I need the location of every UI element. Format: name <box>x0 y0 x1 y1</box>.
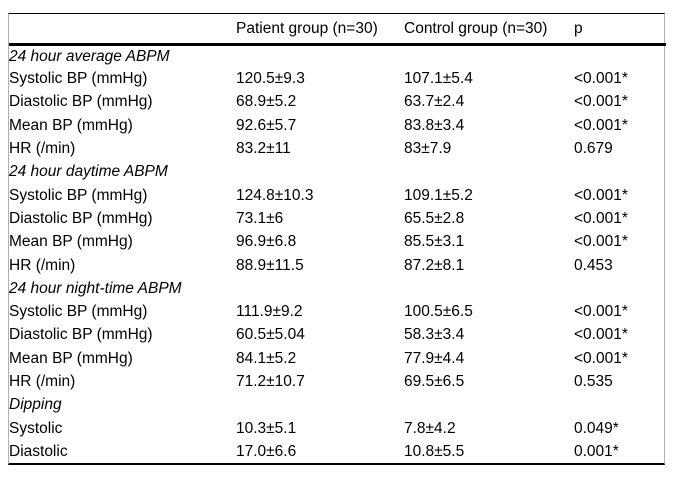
table-head: Patient group (n=30) Control group (n=30… <box>9 14 666 44</box>
data-row: HR (/min) 83.2±11 83±7.9 0.679 <box>9 137 666 160</box>
data-row: Diastolic 17.0±6.6 10.8±5.5 0.001* <box>9 440 666 463</box>
data-row: HR (/min) 88.9±11.5 87.2±8.1 0.453 <box>9 254 666 277</box>
header-row: Patient group (n=30) Control group (n=30… <box>9 14 666 44</box>
control-value-cell: 83±7.9 <box>404 140 452 158</box>
row-label: HR (/min) <box>9 256 76 274</box>
section-header-row: 24 hour average ABPM <box>9 44 666 67</box>
control-value-cell: 85.5±3.1 <box>404 233 465 251</box>
control-value-cell: 58.3±3.4 <box>404 326 465 344</box>
patient-value-cell: 92.6±5.7 <box>236 116 297 134</box>
p-value-cell: <0.001* <box>574 116 628 134</box>
row-label: Diastolic BP (mmHg) <box>9 93 153 111</box>
abpm-comparison-table: Patient group (n=30) Control group (n=30… <box>9 14 666 463</box>
control-value-cell: 107.1±5.4 <box>404 70 473 88</box>
row-label: HR (/min) <box>9 373 76 391</box>
data-row: Diastolic BP (mmHg) 73.1±6 65.5±2.8 <0.001* <box>9 207 666 230</box>
p-value-cell: <0.001* <box>574 233 628 251</box>
section-title: 24 hour average ABPM <box>9 47 170 65</box>
section-header-row: 24 hour night-time ABPM <box>9 277 666 300</box>
p-value-cell: 0.679 <box>574 140 613 158</box>
p-value-cell: <0.001* <box>574 70 628 88</box>
data-row: Mean BP (mmHg) 84.1±5.2 77.9±4.4 <0.001* <box>9 347 666 370</box>
row-label: Diastolic BP (mmHg) <box>9 326 153 344</box>
data-row: Mean BP (mmHg) 92.6±5.7 83.8±3.4 <0.001* <box>9 114 666 137</box>
section-title: 24 hour daytime ABPM <box>9 163 168 181</box>
p-value-cell: 0.049* <box>574 419 619 437</box>
patient-value-cell: 124.8±10.3 <box>236 186 314 204</box>
p-value-cell: <0.001* <box>574 326 628 344</box>
data-row: Diastolic BP (mmHg) 68.9±5.2 63.7±2.4 <0.00… <box>9 91 666 114</box>
patient-value-cell: 73.1±6 <box>236 209 284 227</box>
row-label: Diastolic <box>9 442 68 460</box>
section-header-row: 24 hour daytime ABPM <box>9 160 666 183</box>
data-row: Mean BP (mmHg) 96.9±6.8 85.5±3.1 <0.001* <box>9 230 666 253</box>
row-label: HR (/min) <box>9 140 76 158</box>
table-body: 24 hour average ABPM Systolic BP (mmHg) 12… <box>9 44 666 463</box>
patient-value-cell: 96.9±6.8 <box>236 233 297 251</box>
row-label: Systolic BP (mmHg) <box>9 303 148 321</box>
patient-value-cell: 88.9±11.5 <box>236 256 304 274</box>
control-value-cell: 109.1±5.2 <box>404 186 473 204</box>
patient-value-cell: 10.3±5.1 <box>236 419 297 437</box>
row-label: Systolic <box>9 419 63 437</box>
control-value-cell: 7.8±4.2 <box>404 419 456 437</box>
row-label: Mean BP (mmHg) <box>9 233 133 251</box>
p-value-cell: <0.001* <box>574 209 628 227</box>
p-value-cell: <0.001* <box>574 93 628 111</box>
data-row: Systolic BP (mmHg) 124.8±10.3 109.1±5.2 <0.… <box>9 184 666 207</box>
section-title: Dipping <box>9 396 62 414</box>
control-value-cell: 65.5±2.8 <box>404 209 465 227</box>
data-row: Diastolic BP (mmHg) 60.5±5.04 58.3±3.4 <0.0… <box>9 324 666 347</box>
patient-value-cell: 60.5±5.04 <box>236 326 305 344</box>
data-row: HR (/min) 71.2±10.7 69.5±6.5 0.535 <box>9 370 666 393</box>
p-value-cell: <0.001* <box>574 303 628 321</box>
col-header-empty <box>9 14 236 44</box>
patient-value-cell: 111.9±9.2 <box>236 303 303 321</box>
control-value-cell: 69.5±6.5 <box>404 373 465 391</box>
p-value-cell: 0.453 <box>574 256 613 274</box>
data-row: Systolic BP (mmHg) 111.9±9.2 100.5±6.5 <0.0… <box>9 300 666 323</box>
row-label: Systolic BP (mmHg) <box>9 70 148 88</box>
col-header-patient-group: Patient group (n=30) <box>236 19 378 37</box>
section-title: 24 hour night-time ABPM <box>9 279 182 297</box>
data-row: Systolic BP (mmHg) 120.5±9.3 107.1±5.4 <0.0… <box>9 67 666 90</box>
p-value-cell: <0.001* <box>574 349 628 367</box>
row-label: Mean BP (mmHg) <box>9 116 133 134</box>
section-header-row: Dipping <box>9 393 666 416</box>
patient-value-cell: 68.9±5.2 <box>236 93 297 111</box>
row-label: Diastolic BP (mmHg) <box>9 209 153 227</box>
p-value-cell: 0.535 <box>574 373 613 391</box>
p-value-cell: <0.001* <box>574 186 628 204</box>
abpm-table-frame: Patient group (n=30) Control group (n=30… <box>8 13 666 466</box>
patient-value-cell: 17.0±6.6 <box>236 442 297 460</box>
data-row: Systolic 10.3±5.1 7.8±4.2 0.049* <box>9 417 666 440</box>
row-label: Systolic BP (mmHg) <box>9 186 148 204</box>
control-value-cell: 100.5±6.5 <box>404 303 473 321</box>
control-value-cell: 63.7±2.4 <box>404 93 465 111</box>
control-value-cell: 87.2±8.1 <box>404 256 465 274</box>
col-header-p-value: p <box>574 19 583 37</box>
patient-value-cell: 120.5±9.3 <box>236 70 305 88</box>
patient-value-cell: 83.2±11 <box>236 140 291 158</box>
control-value-cell: 10.8±5.5 <box>404 442 465 460</box>
control-value-cell: 83.8±3.4 <box>404 116 465 134</box>
patient-value-cell: 84.1±5.2 <box>236 349 297 367</box>
p-value-cell: 0.001* <box>574 442 619 460</box>
row-label: Mean BP (mmHg) <box>9 349 133 367</box>
patient-value-cell: 71.2±10.7 <box>236 373 305 391</box>
col-header-control-group: Control group (n=30) <box>404 19 548 37</box>
control-value-cell: 77.9±4.4 <box>404 349 465 367</box>
